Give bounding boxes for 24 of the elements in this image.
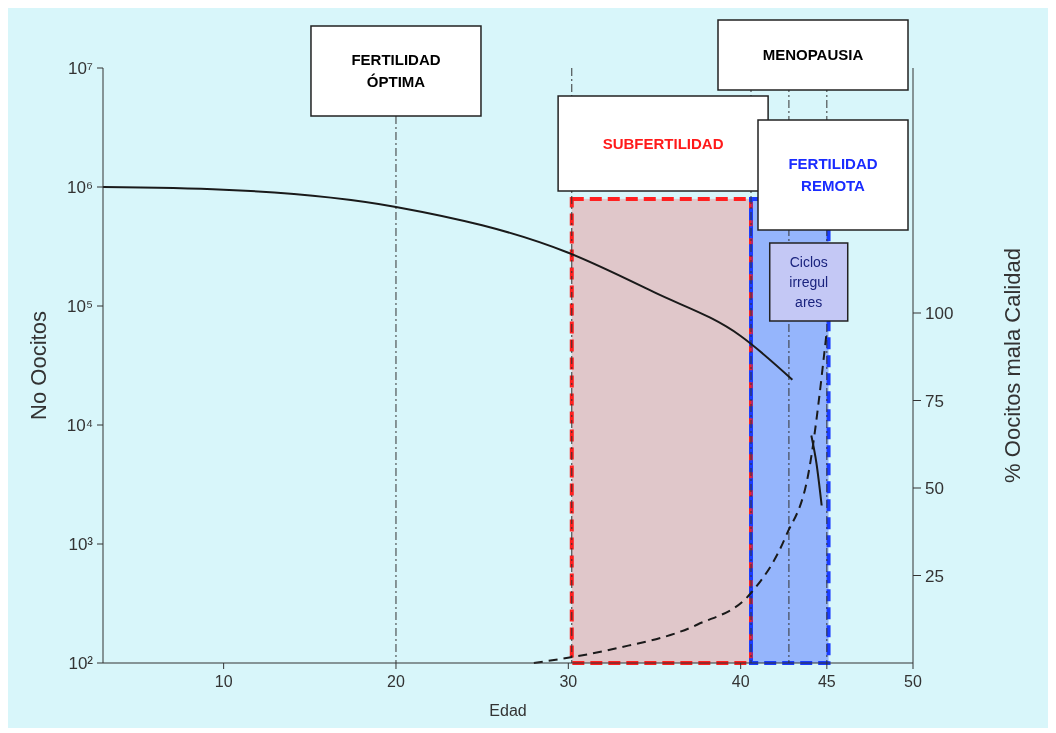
annotation: FERTILIDAD REMOTA — [788, 155, 878, 194]
text: MENOPAUSIA — [762, 46, 864, 63]
x-tick-label: 40 — [731, 673, 750, 690]
y2-tick-label: 50 — [925, 479, 944, 498]
annotation: Ciclos irregul ares — [789, 254, 829, 310]
x-tick-label: 10 — [214, 673, 233, 690]
y-tick-label: 10⁴ — [66, 416, 93, 435]
annotation: FERTILIDAD ÓPTIMA — [351, 51, 441, 90]
x-axis-title: Edad — [489, 702, 527, 719]
y2-tick-label: 100 — [925, 304, 954, 323]
y-tick-label: 10⁶ — [67, 178, 93, 197]
y2-axis-title: % Oocitos mala Calidad — [1000, 248, 1025, 483]
y-tick-label: 10³ — [68, 535, 94, 554]
x-tick-label: 30 — [559, 673, 578, 690]
x-tick-label: 50 — [904, 673, 922, 690]
y2-tick-label: 75 — [925, 391, 944, 411]
y-axis-title: No Oocitos — [26, 311, 51, 420]
annotation: SUBFERTILIDAD — [602, 134, 724, 152]
y-tick-label: 10² — [68, 654, 94, 673]
y-tick-label: 10⁷ — [67, 59, 93, 78]
x-tick-label: 20 — [387, 673, 405, 690]
y2-tick-label: 25 — [925, 566, 944, 586]
x-tick-label: 45 — [817, 673, 836, 690]
y-tick-label: 10⁵ — [67, 297, 93, 316]
